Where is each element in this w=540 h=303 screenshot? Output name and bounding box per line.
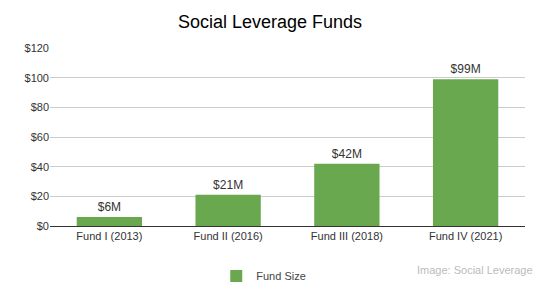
svg-text:Fund Size: Fund Size (256, 270, 306, 282)
svg-text:$40: $40 (31, 161, 49, 173)
svg-text:Fund III (2018): Fund III (2018) (311, 230, 383, 242)
svg-text:$100: $100 (25, 72, 49, 84)
svg-text:$120: $120 (25, 42, 49, 54)
svg-text:$99M: $99M (451, 62, 481, 76)
svg-text:$80: $80 (31, 101, 49, 113)
svg-text:Fund IV (2021): Fund IV (2021) (429, 230, 502, 242)
svg-text:$20: $20 (31, 190, 49, 202)
svg-text:$42M: $42M (332, 147, 362, 161)
svg-text:Fund II (2016): Fund II (2016) (194, 230, 263, 242)
svg-text:Social Leverage Funds: Social Leverage Funds (178, 12, 362, 32)
svg-text:Fund I (2013): Fund I (2013) (76, 230, 142, 242)
svg-text:$6M: $6M (98, 200, 121, 214)
svg-text:$60: $60 (31, 131, 49, 143)
svg-text:$0: $0 (37, 220, 49, 232)
svg-text:Image: Social Leverage: Image: Social Leverage (417, 264, 533, 276)
svg-text:$21M: $21M (213, 178, 243, 192)
